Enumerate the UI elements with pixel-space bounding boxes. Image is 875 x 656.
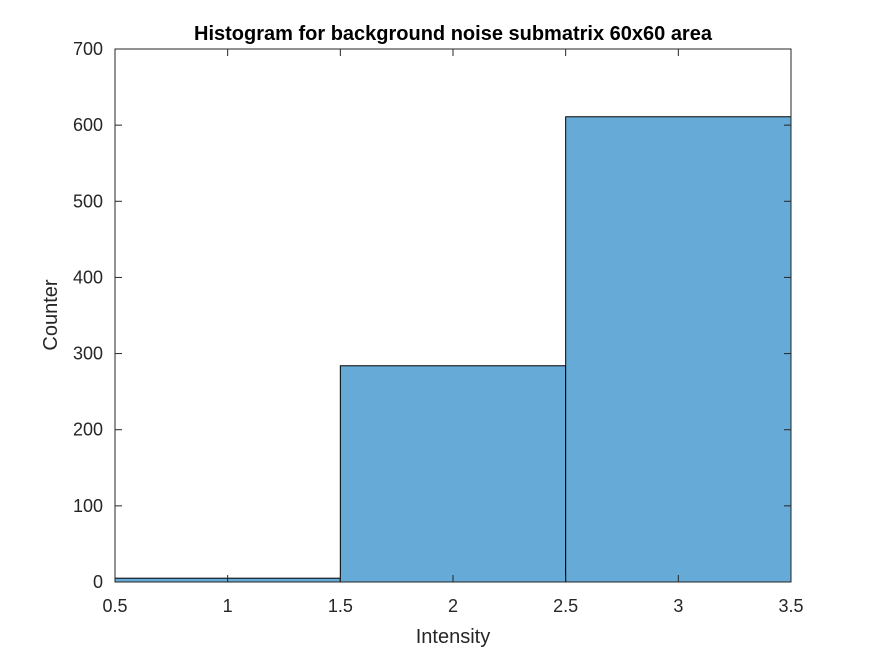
y-axis-label: Counter: [40, 279, 62, 350]
y-tick-label-3: 200: [73, 420, 103, 440]
y-tick-label-6: 500: [73, 191, 103, 211]
x-tick-label-2: 1: [223, 596, 233, 616]
y-tick-label-7: 600: [73, 115, 103, 135]
ticks-layer: [114, 48, 792, 583]
x-tick-label-4: 2: [448, 596, 458, 616]
chart-title: Histogram for background noise submatrix…: [194, 23, 713, 45]
histogram-bar-2: [339, 365, 567, 583]
x-axis-label: Intensity: [416, 626, 490, 648]
y-tick-label-1: 0: [93, 572, 103, 592]
y-tick-label-4: 300: [73, 344, 103, 364]
y-tick-label-2: 100: [73, 496, 103, 516]
x-tick-label-3: 1.5: [328, 596, 353, 616]
x-tick-label-7: 3.5: [778, 596, 803, 616]
y-tick-label-8: 700: [73, 39, 103, 59]
y-tick-label-5: 400: [73, 267, 103, 287]
x-tick-label-1: 0.5: [102, 596, 127, 616]
x-tick-label-6: 3: [673, 596, 683, 616]
histogram-bar-3: [565, 116, 792, 583]
x-tick-label-5: 2.5: [553, 596, 578, 616]
tick-labels-layer: 0.5 1 1.5 2 2.5 3 3.5 0 100 200 300 400 500 600 700: [73, 39, 804, 616]
